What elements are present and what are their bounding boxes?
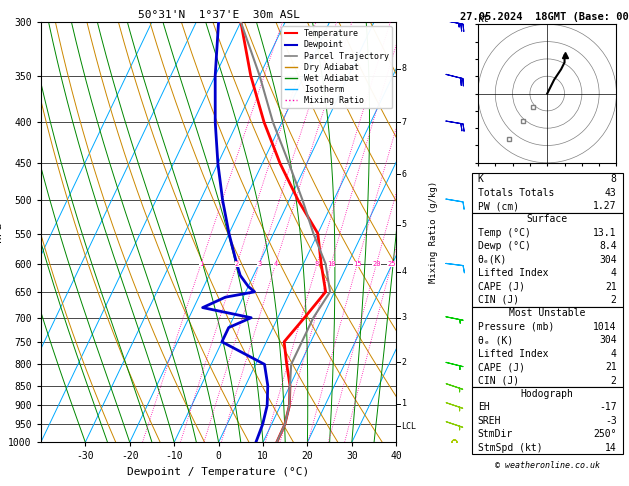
Text: Mixing Ratio (g/kg): Mixing Ratio (g/kg)	[429, 181, 438, 283]
Text: 3: 3	[257, 261, 261, 267]
Text: kt: kt	[478, 14, 490, 24]
Text: 1: 1	[401, 399, 406, 408]
Title: 50°31'N  1°37'E  30m ASL: 50°31'N 1°37'E 30m ASL	[138, 10, 299, 20]
Text: © weatheronline.co.uk: © weatheronline.co.uk	[495, 461, 599, 469]
Text: 4: 4	[401, 267, 406, 277]
Text: Hodograph: Hodograph	[521, 389, 574, 399]
Text: -17: -17	[599, 402, 616, 412]
Bar	[472, 387, 623, 454]
Text: 2: 2	[401, 358, 406, 366]
Text: StmSpd (kt): StmSpd (kt)	[478, 443, 542, 452]
Text: 304: 304	[599, 255, 616, 265]
Text: Dewp (°C): Dewp (°C)	[478, 242, 531, 251]
Text: CIN (J): CIN (J)	[478, 295, 519, 305]
Text: 8.4: 8.4	[599, 242, 616, 251]
Text: Lifted Index: Lifted Index	[478, 348, 548, 359]
Bar	[472, 213, 623, 307]
Text: Totals Totals: Totals Totals	[478, 188, 554, 198]
Text: LCL: LCL	[401, 422, 416, 431]
Text: 43: 43	[605, 188, 616, 198]
Text: Most Unstable: Most Unstable	[509, 309, 586, 318]
Text: Lifted Index: Lifted Index	[478, 268, 548, 278]
Legend: Temperature, Dewpoint, Parcel Trajectory, Dry Adiabat, Wet Adiabat, Isotherm, Mi: Temperature, Dewpoint, Parcel Trajectory…	[281, 26, 392, 108]
Text: 2: 2	[235, 261, 239, 267]
Text: θₑ(K): θₑ(K)	[478, 255, 507, 265]
Text: 3: 3	[401, 313, 406, 322]
Text: 8: 8	[611, 174, 616, 184]
Text: SREH: SREH	[478, 416, 501, 426]
Text: CAPE (J): CAPE (J)	[478, 281, 525, 292]
Bar	[472, 173, 623, 213]
Text: 21: 21	[605, 281, 616, 292]
Text: 1.27: 1.27	[593, 201, 616, 211]
Text: 4: 4	[611, 268, 616, 278]
Text: 2: 2	[611, 295, 616, 305]
Text: EH: EH	[478, 402, 489, 412]
Text: 1: 1	[199, 261, 203, 267]
Text: 1014: 1014	[593, 322, 616, 332]
Text: 5: 5	[401, 220, 406, 229]
Text: 250°: 250°	[593, 429, 616, 439]
Text: 8: 8	[401, 64, 406, 73]
Text: 20: 20	[372, 261, 381, 267]
Text: StmDir: StmDir	[478, 429, 513, 439]
Text: Temp (°C): Temp (°C)	[478, 228, 531, 238]
Text: 10: 10	[327, 261, 335, 267]
Text: K: K	[478, 174, 484, 184]
Text: Surface: Surface	[526, 214, 568, 225]
Text: 13.1: 13.1	[593, 228, 616, 238]
Text: -3: -3	[605, 416, 616, 426]
Text: 27.05.2024  18GMT (Base: 00): 27.05.2024 18GMT (Base: 00)	[460, 12, 629, 22]
Text: 21: 21	[605, 362, 616, 372]
Text: 2: 2	[611, 376, 616, 385]
Text: PW (cm): PW (cm)	[478, 201, 519, 211]
Bar	[472, 307, 623, 387]
X-axis label: Dewpoint / Temperature (°C): Dewpoint / Temperature (°C)	[128, 467, 309, 477]
Text: Pressure (mb): Pressure (mb)	[478, 322, 554, 332]
Text: 14: 14	[605, 443, 616, 452]
Text: 4: 4	[611, 348, 616, 359]
Text: 6: 6	[401, 170, 406, 179]
Text: 304: 304	[599, 335, 616, 345]
Text: CIN (J): CIN (J)	[478, 376, 519, 385]
Text: 15: 15	[353, 261, 362, 267]
Text: 7: 7	[401, 118, 406, 127]
Text: θₑ (K): θₑ (K)	[478, 335, 513, 345]
Y-axis label: hPa: hPa	[0, 222, 3, 242]
Text: 8: 8	[315, 261, 319, 267]
Text: 4: 4	[274, 261, 277, 267]
Text: 25: 25	[387, 261, 396, 267]
Text: CAPE (J): CAPE (J)	[478, 362, 525, 372]
